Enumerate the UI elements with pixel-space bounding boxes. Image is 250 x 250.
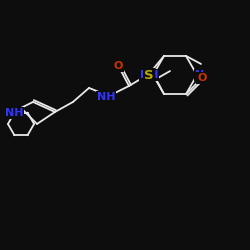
Text: NH: NH bbox=[5, 108, 23, 118]
Text: NH: NH bbox=[140, 70, 158, 80]
Text: N: N bbox=[196, 70, 204, 80]
Text: O: O bbox=[113, 61, 123, 71]
Text: O: O bbox=[197, 73, 207, 83]
Text: NH: NH bbox=[97, 92, 115, 102]
Text: S: S bbox=[144, 70, 154, 82]
